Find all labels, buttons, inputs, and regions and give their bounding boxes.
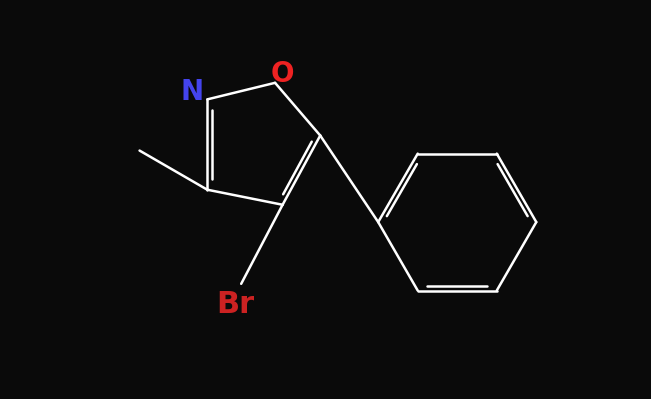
Text: Br: Br (216, 290, 255, 319)
Text: N: N (181, 78, 204, 106)
Text: O: O (271, 60, 294, 88)
